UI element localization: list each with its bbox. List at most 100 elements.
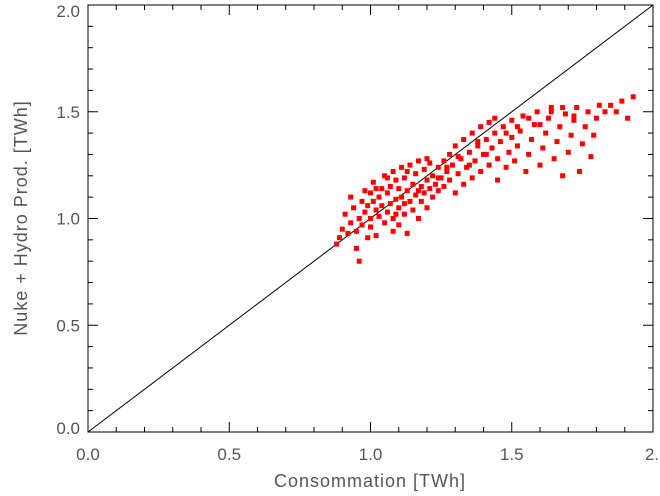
data-point — [382, 173, 388, 179]
data-point — [424, 156, 430, 162]
data-point — [413, 192, 419, 198]
data-point — [571, 113, 577, 119]
data-point — [421, 166, 427, 172]
data-point — [478, 124, 484, 130]
x-tick-label: 1.0 — [359, 445, 383, 464]
data-point — [464, 164, 470, 170]
data-point — [517, 128, 523, 134]
data-point — [503, 164, 509, 170]
data-point — [418, 184, 424, 189]
data-point — [577, 169, 582, 174]
data-point — [495, 156, 501, 162]
data-point — [399, 194, 405, 200]
data-point — [433, 181, 438, 187]
data-point — [401, 175, 407, 181]
y-tick-label: 2.0 — [56, 2, 80, 21]
data-point — [430, 194, 436, 200]
x-tick-label: 2. — [645, 445, 659, 464]
data-point — [387, 184, 393, 189]
data-point — [562, 111, 568, 117]
data-point — [424, 205, 430, 211]
data-point — [342, 211, 348, 217]
data-point — [455, 171, 461, 177]
data-point — [565, 149, 571, 155]
data-point — [416, 188, 421, 194]
data-point — [452, 143, 458, 149]
data-point — [353, 228, 359, 234]
data-point — [384, 190, 390, 196]
data-point — [469, 175, 475, 181]
data-point — [339, 226, 345, 232]
data-point — [537, 122, 543, 128]
data-points — [334, 94, 636, 264]
data-point — [401, 201, 407, 207]
data-point — [486, 119, 492, 125]
data-point — [396, 205, 402, 211]
data-point — [387, 201, 393, 207]
data-point — [379, 186, 385, 192]
data-point — [410, 181, 416, 187]
data-point — [444, 169, 450, 174]
data-point — [526, 151, 532, 157]
data-point — [512, 158, 518, 164]
data-point — [407, 198, 413, 204]
data-point — [495, 177, 501, 183]
data-point — [529, 137, 534, 142]
data-point — [579, 141, 585, 147]
data-point — [421, 190, 427, 196]
data-point — [413, 171, 419, 177]
data-point — [382, 220, 388, 226]
data-point — [334, 241, 340, 247]
data-point — [390, 216, 396, 221]
data-point — [591, 132, 597, 138]
data-point — [531, 122, 537, 128]
x-axis-ticks: 0.0 0.5 1.0 1.5 2. — [76, 5, 659, 464]
data-point — [554, 139, 560, 145]
data-point — [602, 109, 608, 115]
data-point — [537, 162, 543, 168]
data-point — [373, 186, 379, 192]
data-point — [359, 222, 365, 228]
data-point — [475, 143, 481, 149]
data-point — [418, 198, 424, 204]
data-point — [534, 109, 540, 115]
data-point — [365, 203, 371, 209]
data-point — [368, 224, 373, 230]
data-point — [466, 162, 472, 168]
data-point — [410, 207, 416, 213]
data-point — [557, 124, 563, 130]
data-point — [585, 109, 591, 115]
data-point — [594, 115, 599, 121]
data-point — [390, 169, 396, 174]
data-point — [396, 186, 402, 192]
data-point — [441, 184, 447, 189]
data-point — [588, 154, 594, 160]
data-point — [596, 102, 602, 108]
data-point — [497, 139, 503, 145]
data-point — [362, 209, 368, 215]
data-point — [548, 109, 554, 115]
y-tick-label: 1.0 — [56, 210, 80, 229]
data-point — [384, 209, 390, 215]
data-point — [368, 190, 373, 196]
y-tick-label: 0.0 — [56, 419, 80, 438]
data-point — [571, 117, 577, 123]
data-point — [438, 175, 444, 181]
data-point — [404, 169, 410, 174]
data-point — [435, 175, 441, 181]
data-point — [359, 198, 365, 204]
data-point — [376, 194, 382, 200]
data-point — [574, 105, 580, 110]
data-point — [430, 173, 436, 179]
data-point — [523, 169, 529, 174]
data-point — [447, 177, 453, 183]
data-point — [452, 190, 458, 196]
y-axis-label: Nuke + Hydro Prod. [TWh] — [11, 100, 31, 336]
data-point — [416, 158, 421, 164]
data-point — [356, 258, 362, 264]
data-point — [435, 188, 441, 194]
data-point — [390, 228, 396, 234]
data-point — [404, 230, 410, 236]
data-point — [608, 102, 614, 108]
